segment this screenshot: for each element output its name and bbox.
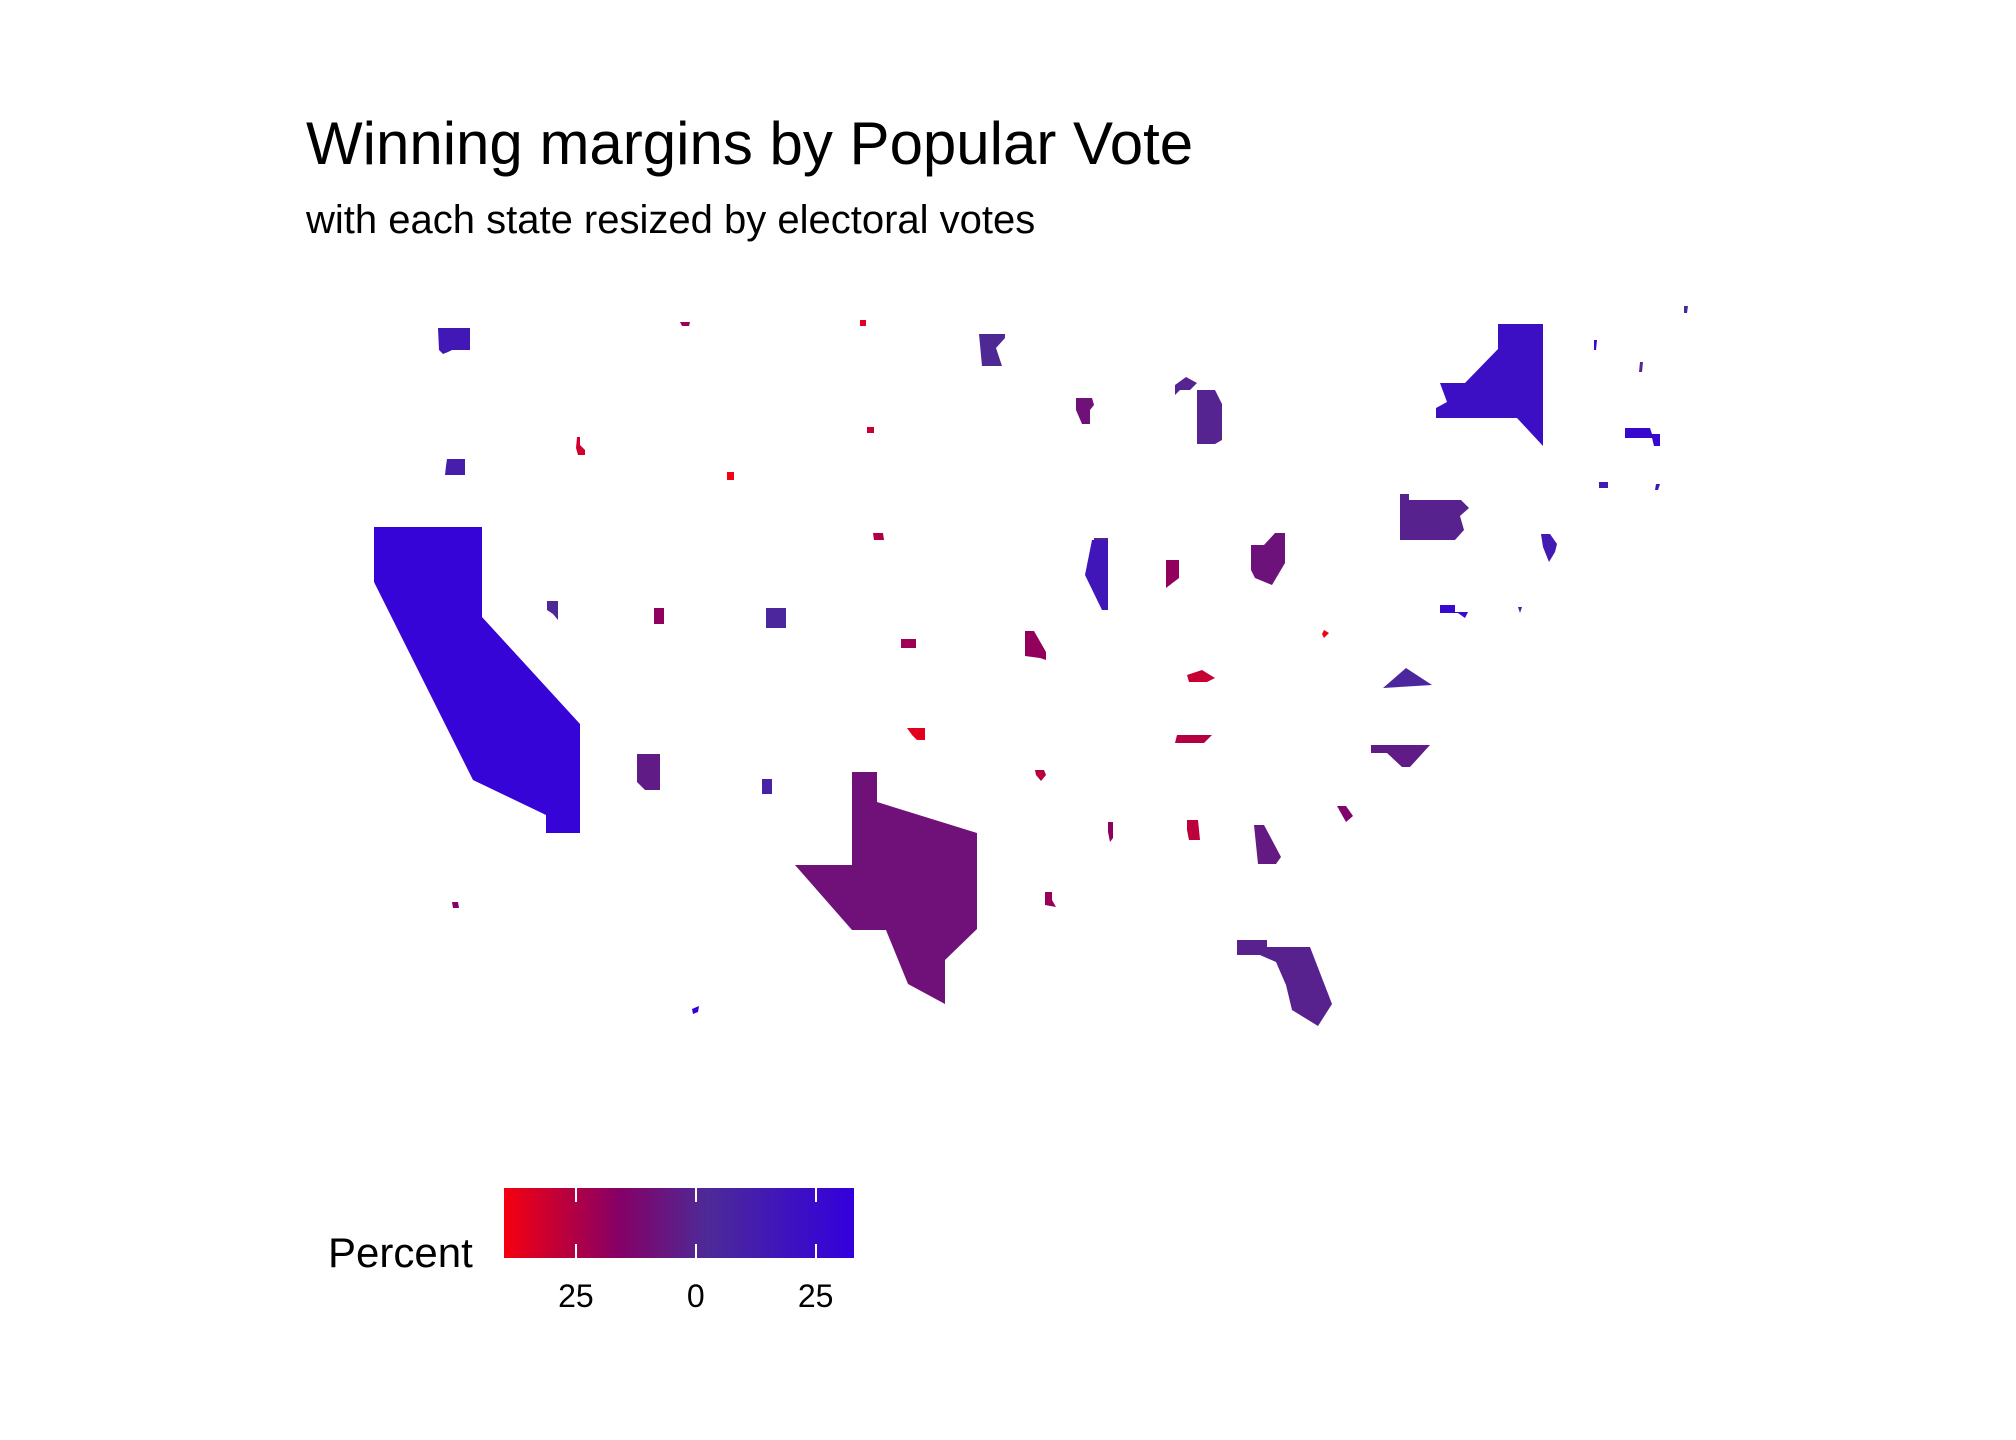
state-hawaii: [692, 1006, 699, 1014]
state-maine: [1684, 306, 1688, 313]
state-alaska: [452, 902, 459, 908]
legend-tick-mark: [814, 1188, 817, 1202]
legend-tick-mark: [574, 1244, 577, 1258]
state-oregon: [445, 459, 465, 475]
states-layer: [374, 306, 1688, 1026]
chart-subtitle: with each state resized by electoral vot…: [306, 198, 1036, 242]
state-colorado: [766, 608, 786, 628]
state-tennessee: [1175, 735, 1212, 743]
state-indiana: [1166, 560, 1179, 588]
chart-title: Winning margins by Popular Vote: [306, 110, 1194, 177]
legend-colorbar: [504, 1188, 854, 1258]
state-texas: [795, 772, 977, 1004]
state-new-hampshire: [1639, 362, 1643, 372]
state-alabama: [1187, 820, 1200, 840]
state-idaho: [576, 437, 585, 455]
state-montana: [680, 322, 690, 326]
legend-tick-mark: [814, 1244, 817, 1258]
state-iowa: [1076, 398, 1094, 424]
legend-tick-label: 0: [686, 1278, 705, 1314]
state-south-dakota: [867, 427, 874, 433]
state-oklahoma: [907, 728, 925, 740]
state-pennsylvania: [1400, 494, 1469, 540]
legend-tick-mark: [694, 1244, 697, 1258]
state-washington: [438, 328, 470, 354]
legend-tick-label: 25: [797, 1278, 834, 1314]
state-michigan: [1175, 377, 1197, 395]
state-wyoming: [727, 472, 734, 480]
state-north-dakota: [860, 320, 866, 326]
state-minnesota: [979, 334, 1005, 366]
legend-tick-label: 25: [558, 1278, 594, 1314]
state-virginia: [1383, 668, 1432, 688]
state-kansas: [901, 639, 916, 648]
state-california: [374, 527, 580, 833]
state-ohio: [1251, 533, 1285, 585]
state-louisiana: [1045, 892, 1056, 907]
state-massachusetts: [1625, 428, 1660, 446]
state-south-carolina: [1337, 806, 1353, 822]
state-missouri: [1025, 631, 1046, 660]
legend-title: Percent: [328, 1229, 473, 1276]
state-illinois: [1085, 540, 1108, 610]
state-new-mexico: [762, 779, 772, 794]
state-west-virginia: [1322, 630, 1329, 638]
state-delaware: [1518, 607, 1522, 613]
legend-tick-mark: [694, 1188, 697, 1202]
legend-tick-mark: [574, 1188, 577, 1202]
state-new-jersey: [1541, 534, 1557, 562]
state-florida: [1237, 940, 1332, 1026]
state-nevada: [547, 601, 558, 620]
state-rhode-island: [1655, 484, 1660, 490]
state-maryland: [1440, 605, 1468, 618]
state-arkansas: [1035, 770, 1046, 781]
state-mississippi: [1108, 822, 1113, 842]
state-michigan-lower: [1197, 390, 1222, 444]
state-georgia: [1254, 825, 1281, 864]
state-kentucky: [1187, 670, 1215, 682]
state-utah: [654, 608, 664, 624]
state-north-carolina: [1371, 745, 1430, 767]
state-new-york: [1436, 324, 1543, 446]
state-arizona: [637, 754, 660, 790]
state-nebraska: [873, 533, 884, 540]
state-vermont: [1594, 340, 1597, 350]
state-connecticut: [1599, 482, 1608, 488]
